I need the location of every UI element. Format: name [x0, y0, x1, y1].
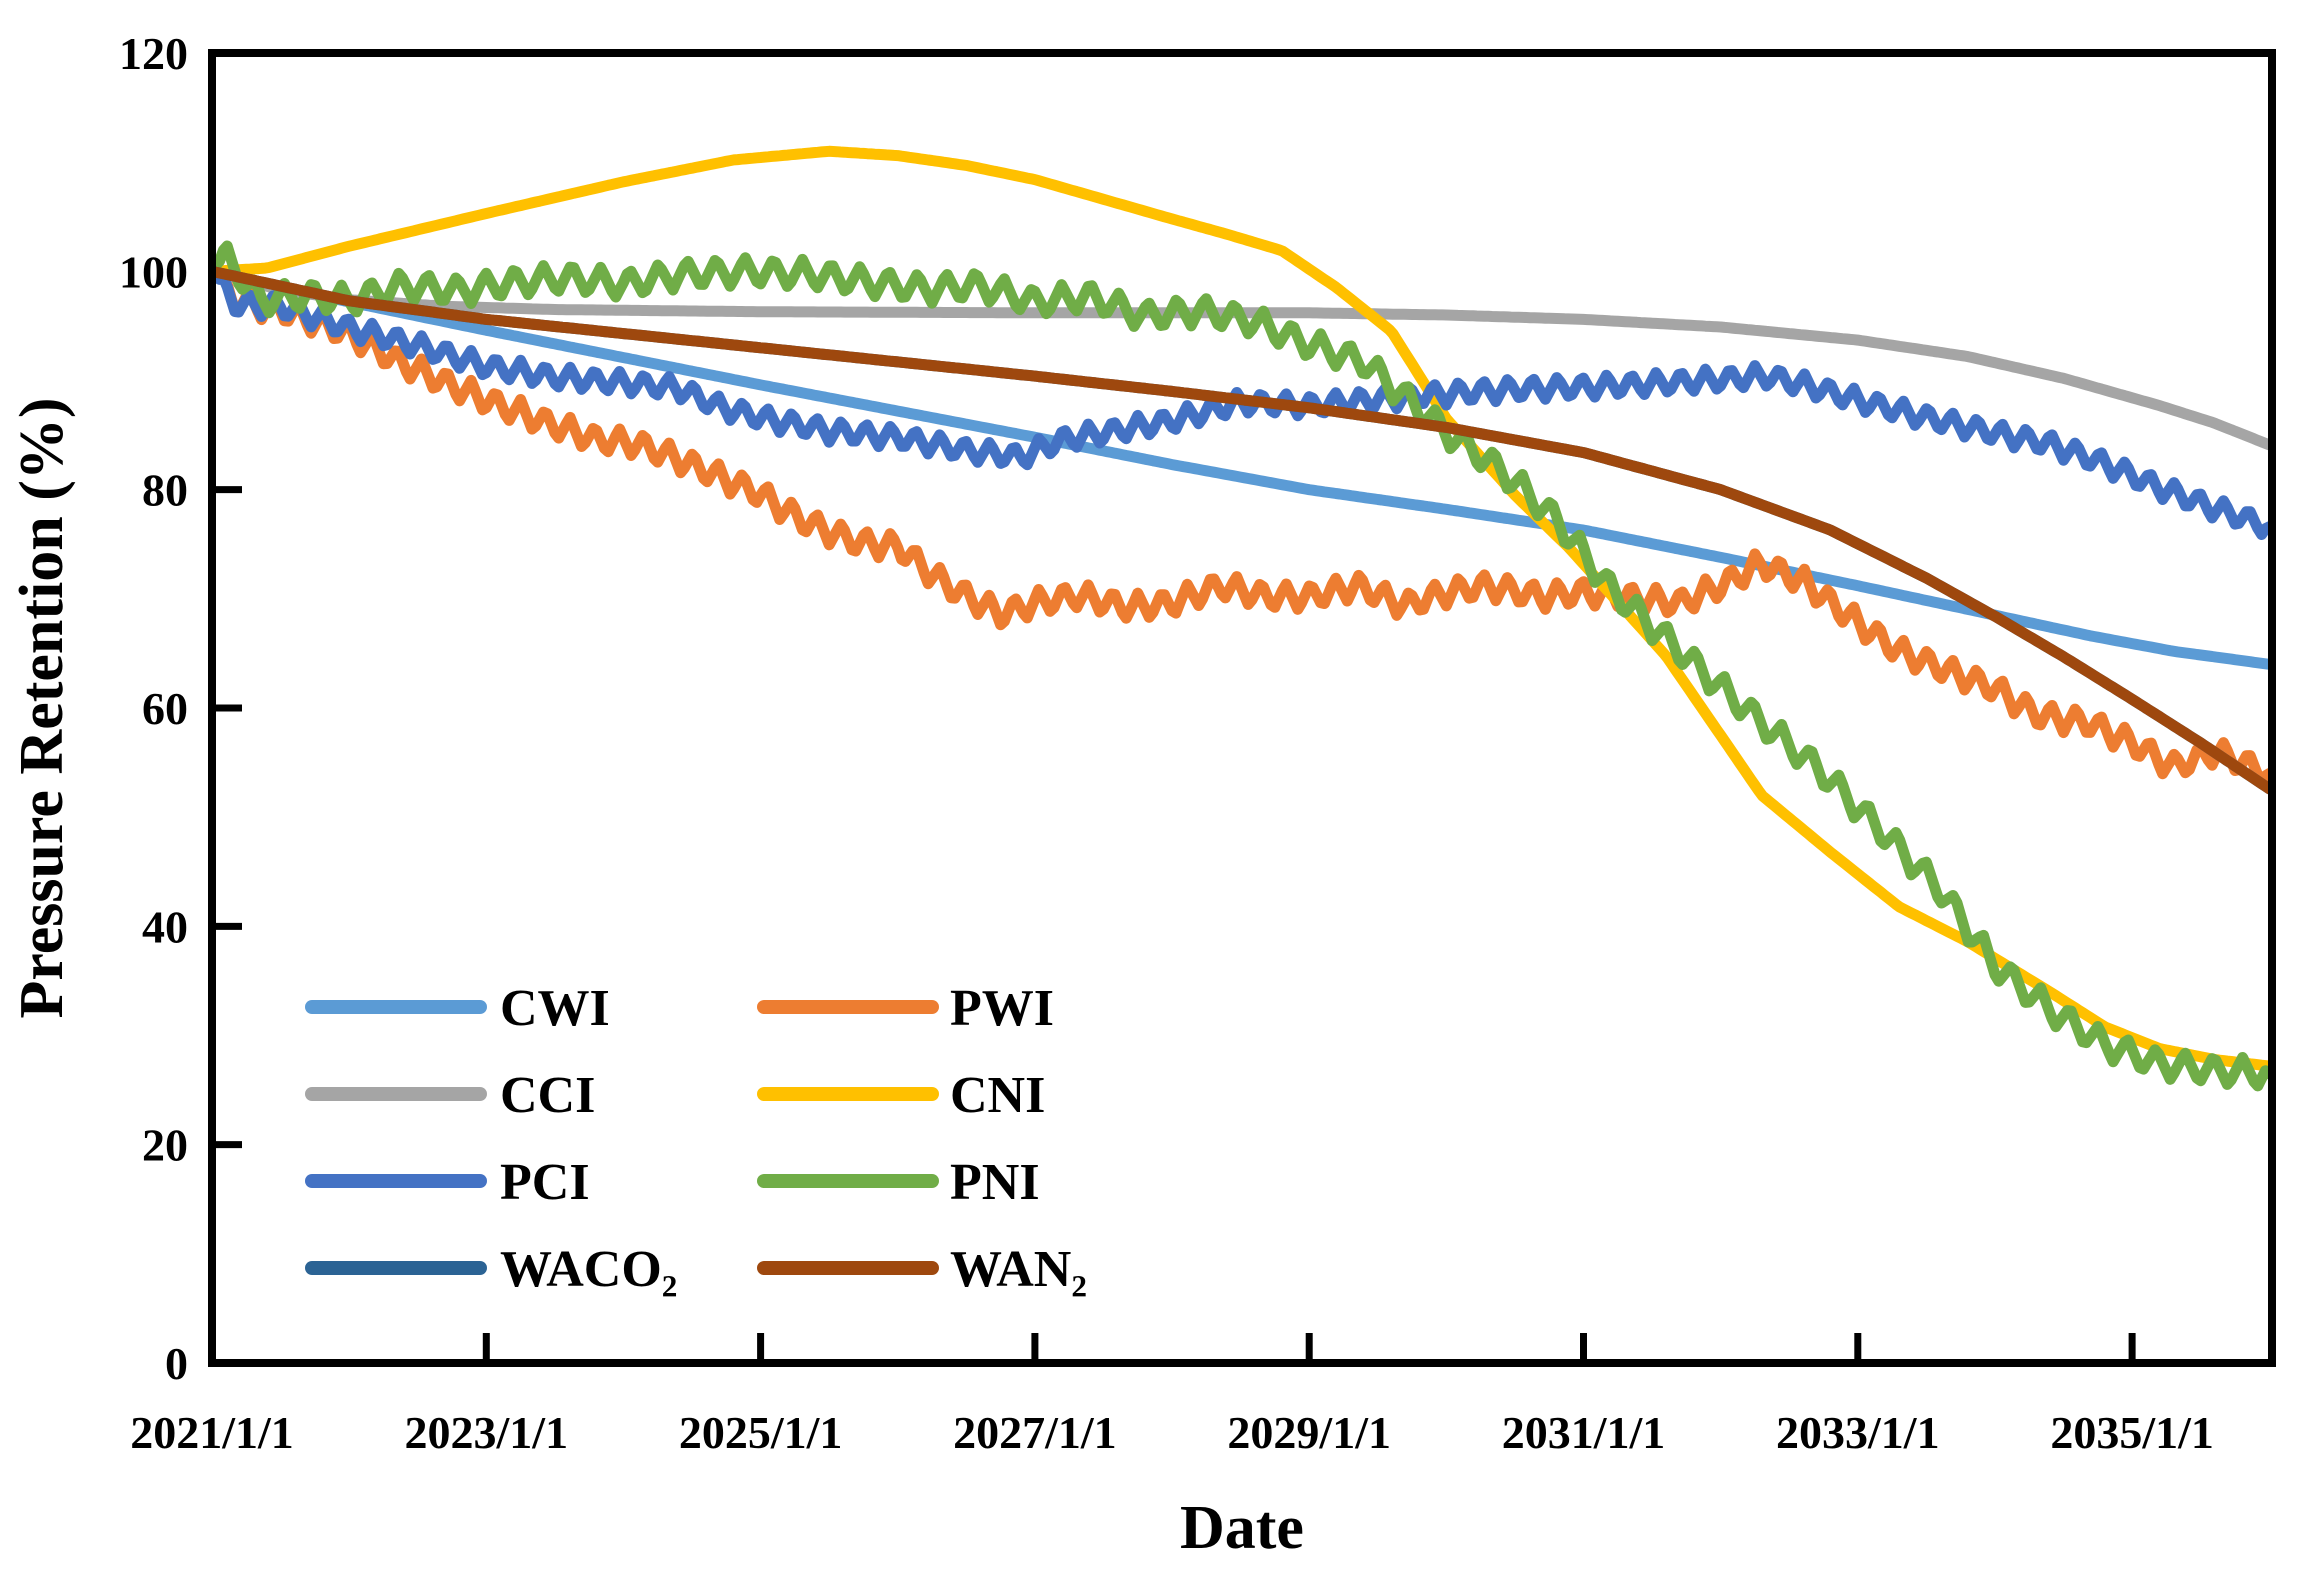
y-tick-label: 20: [142, 1120, 188, 1171]
legend-item-pni: PNI: [757, 1154, 1040, 1211]
legend-item-waco: WACO₂: [305, 1241, 677, 1298]
legend-item-wan: WAN₂: [757, 1241, 1087, 1298]
series-line-wan: [208, 265, 2275, 795]
plot-border: [208, 49, 2276, 1367]
legend-label: PCI: [500, 1154, 590, 1211]
x-tick-label: 2027/1/1: [953, 1407, 1117, 1458]
legend-label: CCI: [500, 1067, 595, 1124]
legend-label: CWI: [500, 980, 610, 1037]
y-tick-label: 0: [165, 1338, 188, 1389]
legend-label: WAN₂: [950, 1241, 1087, 1298]
legend-item-cni: CNI: [757, 1067, 1045, 1124]
legend-label: PNI: [950, 1154, 1040, 1211]
x-tick-label: 2035/1/1: [2050, 1407, 2214, 1458]
y-axis-title: Pressure Retention (%): [8, 397, 76, 1018]
legend-label: PWI: [950, 980, 1054, 1037]
series-line-cwi: [208, 265, 2275, 670]
series-line-waco: [208, 265, 2275, 795]
legend-item-cwi: CWI: [305, 980, 610, 1037]
y-tick-label: 80: [142, 465, 188, 516]
series-line-pwi: [208, 265, 2275, 789]
x-tick-label: 2023/1/1: [405, 1407, 569, 1458]
x-tick-label: 2029/1/1: [1227, 1407, 1391, 1458]
series-line-cni: [208, 145, 2275, 1072]
x-axis-title: Date: [1180, 1494, 1304, 1562]
tick-labels: 2021/1/1 2023/1/1 2025/1/1 2027/1/1 2029/1/1…: [119, 28, 2214, 1458]
legend: CWI PWI CCI CNI PCI PNI WACO₂ WAN₂: [305, 980, 1087, 1298]
y-tick-label: 60: [142, 683, 188, 734]
x-tick-label: 2033/1/1: [1776, 1407, 1940, 1458]
y-tick-label: 120: [119, 28, 188, 79]
legend-label: WACO₂: [500, 1241, 677, 1298]
x-tick-label: 2021/1/1: [130, 1407, 294, 1458]
series-line-pni: [208, 240, 2275, 1092]
legend-item-pci: PCI: [305, 1154, 590, 1211]
y-tick-label: 40: [142, 901, 188, 952]
legend-item-cci: CCI: [305, 1067, 595, 1124]
legend-item-pwi: PWI: [757, 980, 1054, 1037]
x-tick-label: 2031/1/1: [1502, 1407, 1666, 1458]
series-lines: [208, 145, 2275, 1092]
legend-label: CNI: [950, 1067, 1045, 1124]
y-tick-label: 100: [119, 246, 188, 297]
x-tick-label: 2025/1/1: [679, 1407, 843, 1458]
